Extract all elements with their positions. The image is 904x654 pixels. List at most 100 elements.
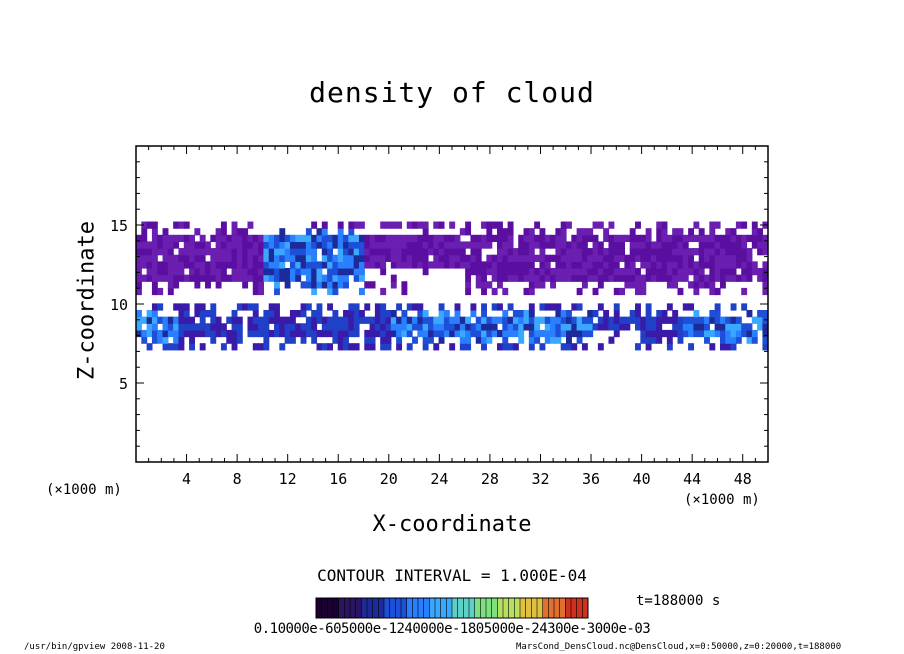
density-cell bbox=[560, 343, 567, 351]
density-cell bbox=[741, 234, 748, 243]
density-cell bbox=[300, 248, 307, 256]
density-cell bbox=[167, 234, 174, 243]
density-cell bbox=[587, 248, 594, 256]
density-cell bbox=[746, 254, 753, 262]
density-cell bbox=[629, 254, 636, 262]
density-cell bbox=[666, 336, 673, 344]
density-cell bbox=[470, 254, 477, 262]
density-cell bbox=[672, 234, 679, 243]
density-cell bbox=[523, 310, 530, 318]
density-cell bbox=[390, 221, 397, 229]
density-cell bbox=[640, 234, 647, 243]
density-cell bbox=[167, 329, 174, 338]
density-cell bbox=[438, 248, 445, 256]
density-cell bbox=[730, 228, 737, 236]
density-cell bbox=[141, 274, 148, 282]
density-cell bbox=[136, 287, 142, 296]
density-cell bbox=[343, 234, 349, 243]
density-cell bbox=[279, 316, 286, 324]
density-cell bbox=[581, 274, 588, 282]
density-cell bbox=[210, 329, 217, 338]
density-cell bbox=[757, 248, 764, 256]
density-cell bbox=[576, 241, 583, 249]
density-cell bbox=[650, 248, 657, 256]
density-cell bbox=[268, 310, 275, 318]
density-cell bbox=[289, 329, 296, 338]
density-cell bbox=[178, 274, 185, 282]
density-cell bbox=[289, 261, 296, 269]
density-cell bbox=[619, 323, 626, 331]
density-cell bbox=[151, 228, 158, 236]
density-cell bbox=[316, 316, 323, 324]
density-cell bbox=[491, 267, 498, 276]
density-cell bbox=[295, 248, 302, 256]
density-cell bbox=[353, 254, 360, 262]
density-cell bbox=[746, 336, 753, 344]
density-cell bbox=[735, 329, 742, 338]
density-cell bbox=[576, 267, 583, 276]
density-cell bbox=[481, 343, 487, 351]
density-cell bbox=[189, 267, 195, 276]
density-cell bbox=[751, 261, 758, 269]
density-cell bbox=[268, 234, 275, 243]
density-cell bbox=[332, 234, 339, 243]
density-cell bbox=[406, 303, 413, 311]
density-cell bbox=[300, 281, 307, 289]
density-cell bbox=[358, 254, 365, 262]
density-cell bbox=[656, 241, 663, 249]
density-cell bbox=[252, 316, 259, 324]
density-cell bbox=[507, 254, 514, 262]
density-cell bbox=[332, 310, 339, 318]
density-cell bbox=[427, 248, 434, 256]
density-cell bbox=[443, 323, 450, 331]
density-cell bbox=[268, 329, 275, 338]
density-cell bbox=[650, 323, 657, 331]
density-cell bbox=[321, 323, 328, 331]
density-cell bbox=[380, 310, 387, 318]
density-cell bbox=[507, 234, 514, 243]
colorbar-swatch bbox=[316, 598, 323, 618]
density-cell bbox=[247, 234, 254, 243]
density-cell bbox=[305, 329, 312, 338]
density-cell bbox=[624, 267, 631, 276]
density-cell bbox=[226, 234, 233, 243]
density-cell bbox=[481, 267, 487, 276]
density-cell bbox=[162, 329, 169, 338]
density-cell bbox=[422, 221, 429, 229]
density-cell bbox=[279, 261, 286, 269]
density-cell bbox=[677, 241, 684, 249]
density-cell bbox=[236, 254, 243, 262]
density-cell bbox=[539, 343, 546, 351]
density-cell bbox=[385, 234, 392, 243]
density-cell bbox=[698, 323, 705, 331]
density-cell bbox=[274, 254, 280, 262]
density-cell bbox=[481, 287, 487, 296]
density-cell bbox=[364, 336, 371, 344]
density-cell bbox=[534, 234, 541, 243]
density-cell bbox=[136, 254, 142, 262]
density-cell bbox=[470, 310, 477, 318]
density-cell bbox=[624, 234, 631, 243]
density-cell bbox=[725, 274, 732, 282]
density-cell bbox=[725, 336, 732, 344]
density-cell bbox=[337, 274, 344, 282]
density-cell bbox=[751, 228, 758, 236]
contour-interval: CONTOUR INTERVAL = 1.000E-04 bbox=[317, 566, 587, 585]
density-cell bbox=[486, 261, 493, 269]
density-cell bbox=[592, 234, 599, 243]
density-cell bbox=[454, 310, 461, 318]
density-cell bbox=[369, 241, 376, 249]
density-cell bbox=[539, 281, 546, 289]
density-cell bbox=[661, 274, 668, 282]
density-cell bbox=[592, 248, 599, 256]
density-cell bbox=[406, 254, 413, 262]
density-cell bbox=[210, 303, 217, 311]
density-cell bbox=[454, 248, 461, 256]
density-cell bbox=[327, 234, 334, 243]
density-cell bbox=[173, 267, 180, 276]
colorbar-swatch bbox=[452, 598, 459, 618]
density-cell bbox=[592, 287, 599, 296]
density-cell bbox=[141, 228, 148, 236]
density-cell bbox=[512, 310, 519, 318]
colorbar-swatch bbox=[508, 598, 515, 618]
